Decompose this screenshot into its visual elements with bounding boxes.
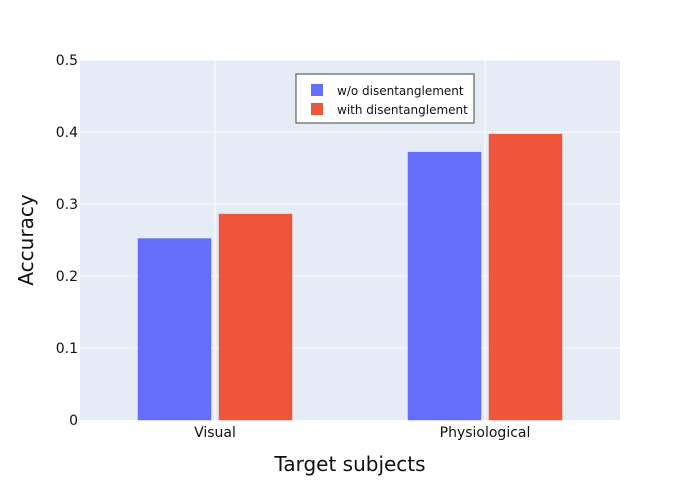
y-tick-label: 0.3 <box>56 197 78 213</box>
bar-with-disentanglement-visual <box>218 213 293 421</box>
y-axis-ticks: 0 0.1 0.2 0.3 0.4 0.5 <box>56 53 78 429</box>
bars-group <box>137 133 563 421</box>
y-tick-label: 0.5 <box>56 53 78 69</box>
legend-box <box>295 73 475 124</box>
bar-without-disentanglement-physiological <box>407 151 482 421</box>
bar-with-disentanglement-physiological <box>488 133 563 421</box>
bar-without-disentanglement-visual <box>137 238 212 421</box>
legend: w/o disentanglement with disentanglement <box>295 73 475 124</box>
legend-swatch <box>311 84 323 96</box>
legend-swatch <box>311 103 323 115</box>
y-tick-label: 0.1 <box>56 341 78 357</box>
x-tick-label: Visual <box>194 425 236 441</box>
x-axis-title: Target subjects <box>273 452 425 476</box>
legend-label: with disentanglement <box>337 103 468 117</box>
y-tick-label: 0.4 <box>56 125 78 141</box>
y-axis-title: Accuracy <box>14 194 38 285</box>
y-tick-label: 0 <box>69 413 78 429</box>
x-axis-ticks: Visual Physiological <box>194 425 530 441</box>
x-tick-label: Physiological <box>440 425 531 441</box>
legend-label: w/o disentanglement <box>337 84 464 98</box>
y-tick-label: 0.2 <box>56 269 78 285</box>
